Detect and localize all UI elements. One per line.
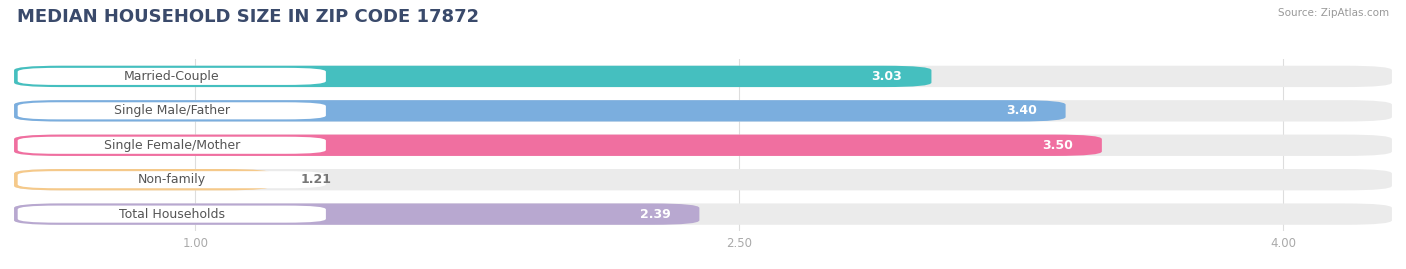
FancyBboxPatch shape xyxy=(14,169,1392,190)
FancyBboxPatch shape xyxy=(14,169,271,190)
FancyBboxPatch shape xyxy=(18,171,326,188)
Text: Source: ZipAtlas.com: Source: ZipAtlas.com xyxy=(1278,8,1389,18)
FancyBboxPatch shape xyxy=(18,137,326,154)
FancyBboxPatch shape xyxy=(14,203,699,225)
Text: Single Female/Mother: Single Female/Mother xyxy=(104,139,240,152)
Text: Total Households: Total Households xyxy=(118,208,225,221)
FancyBboxPatch shape xyxy=(14,203,1392,225)
FancyBboxPatch shape xyxy=(14,100,1392,122)
Text: 2.39: 2.39 xyxy=(640,208,671,221)
Text: MEDIAN HOUSEHOLD SIZE IN ZIP CODE 17872: MEDIAN HOUSEHOLD SIZE IN ZIP CODE 17872 xyxy=(17,8,479,26)
Text: Married-Couple: Married-Couple xyxy=(124,70,219,83)
FancyBboxPatch shape xyxy=(14,66,1392,87)
Text: 3.40: 3.40 xyxy=(1005,104,1036,117)
Text: 3.50: 3.50 xyxy=(1042,139,1073,152)
FancyBboxPatch shape xyxy=(18,102,326,119)
Text: 3.03: 3.03 xyxy=(872,70,903,83)
FancyBboxPatch shape xyxy=(18,206,326,223)
FancyBboxPatch shape xyxy=(14,134,1392,156)
Text: Single Male/Father: Single Male/Father xyxy=(114,104,229,117)
Text: Non-family: Non-family xyxy=(138,173,205,186)
FancyBboxPatch shape xyxy=(18,68,326,85)
FancyBboxPatch shape xyxy=(14,66,931,87)
FancyBboxPatch shape xyxy=(14,134,1102,156)
FancyBboxPatch shape xyxy=(14,100,1066,122)
Text: 1.21: 1.21 xyxy=(301,173,332,186)
